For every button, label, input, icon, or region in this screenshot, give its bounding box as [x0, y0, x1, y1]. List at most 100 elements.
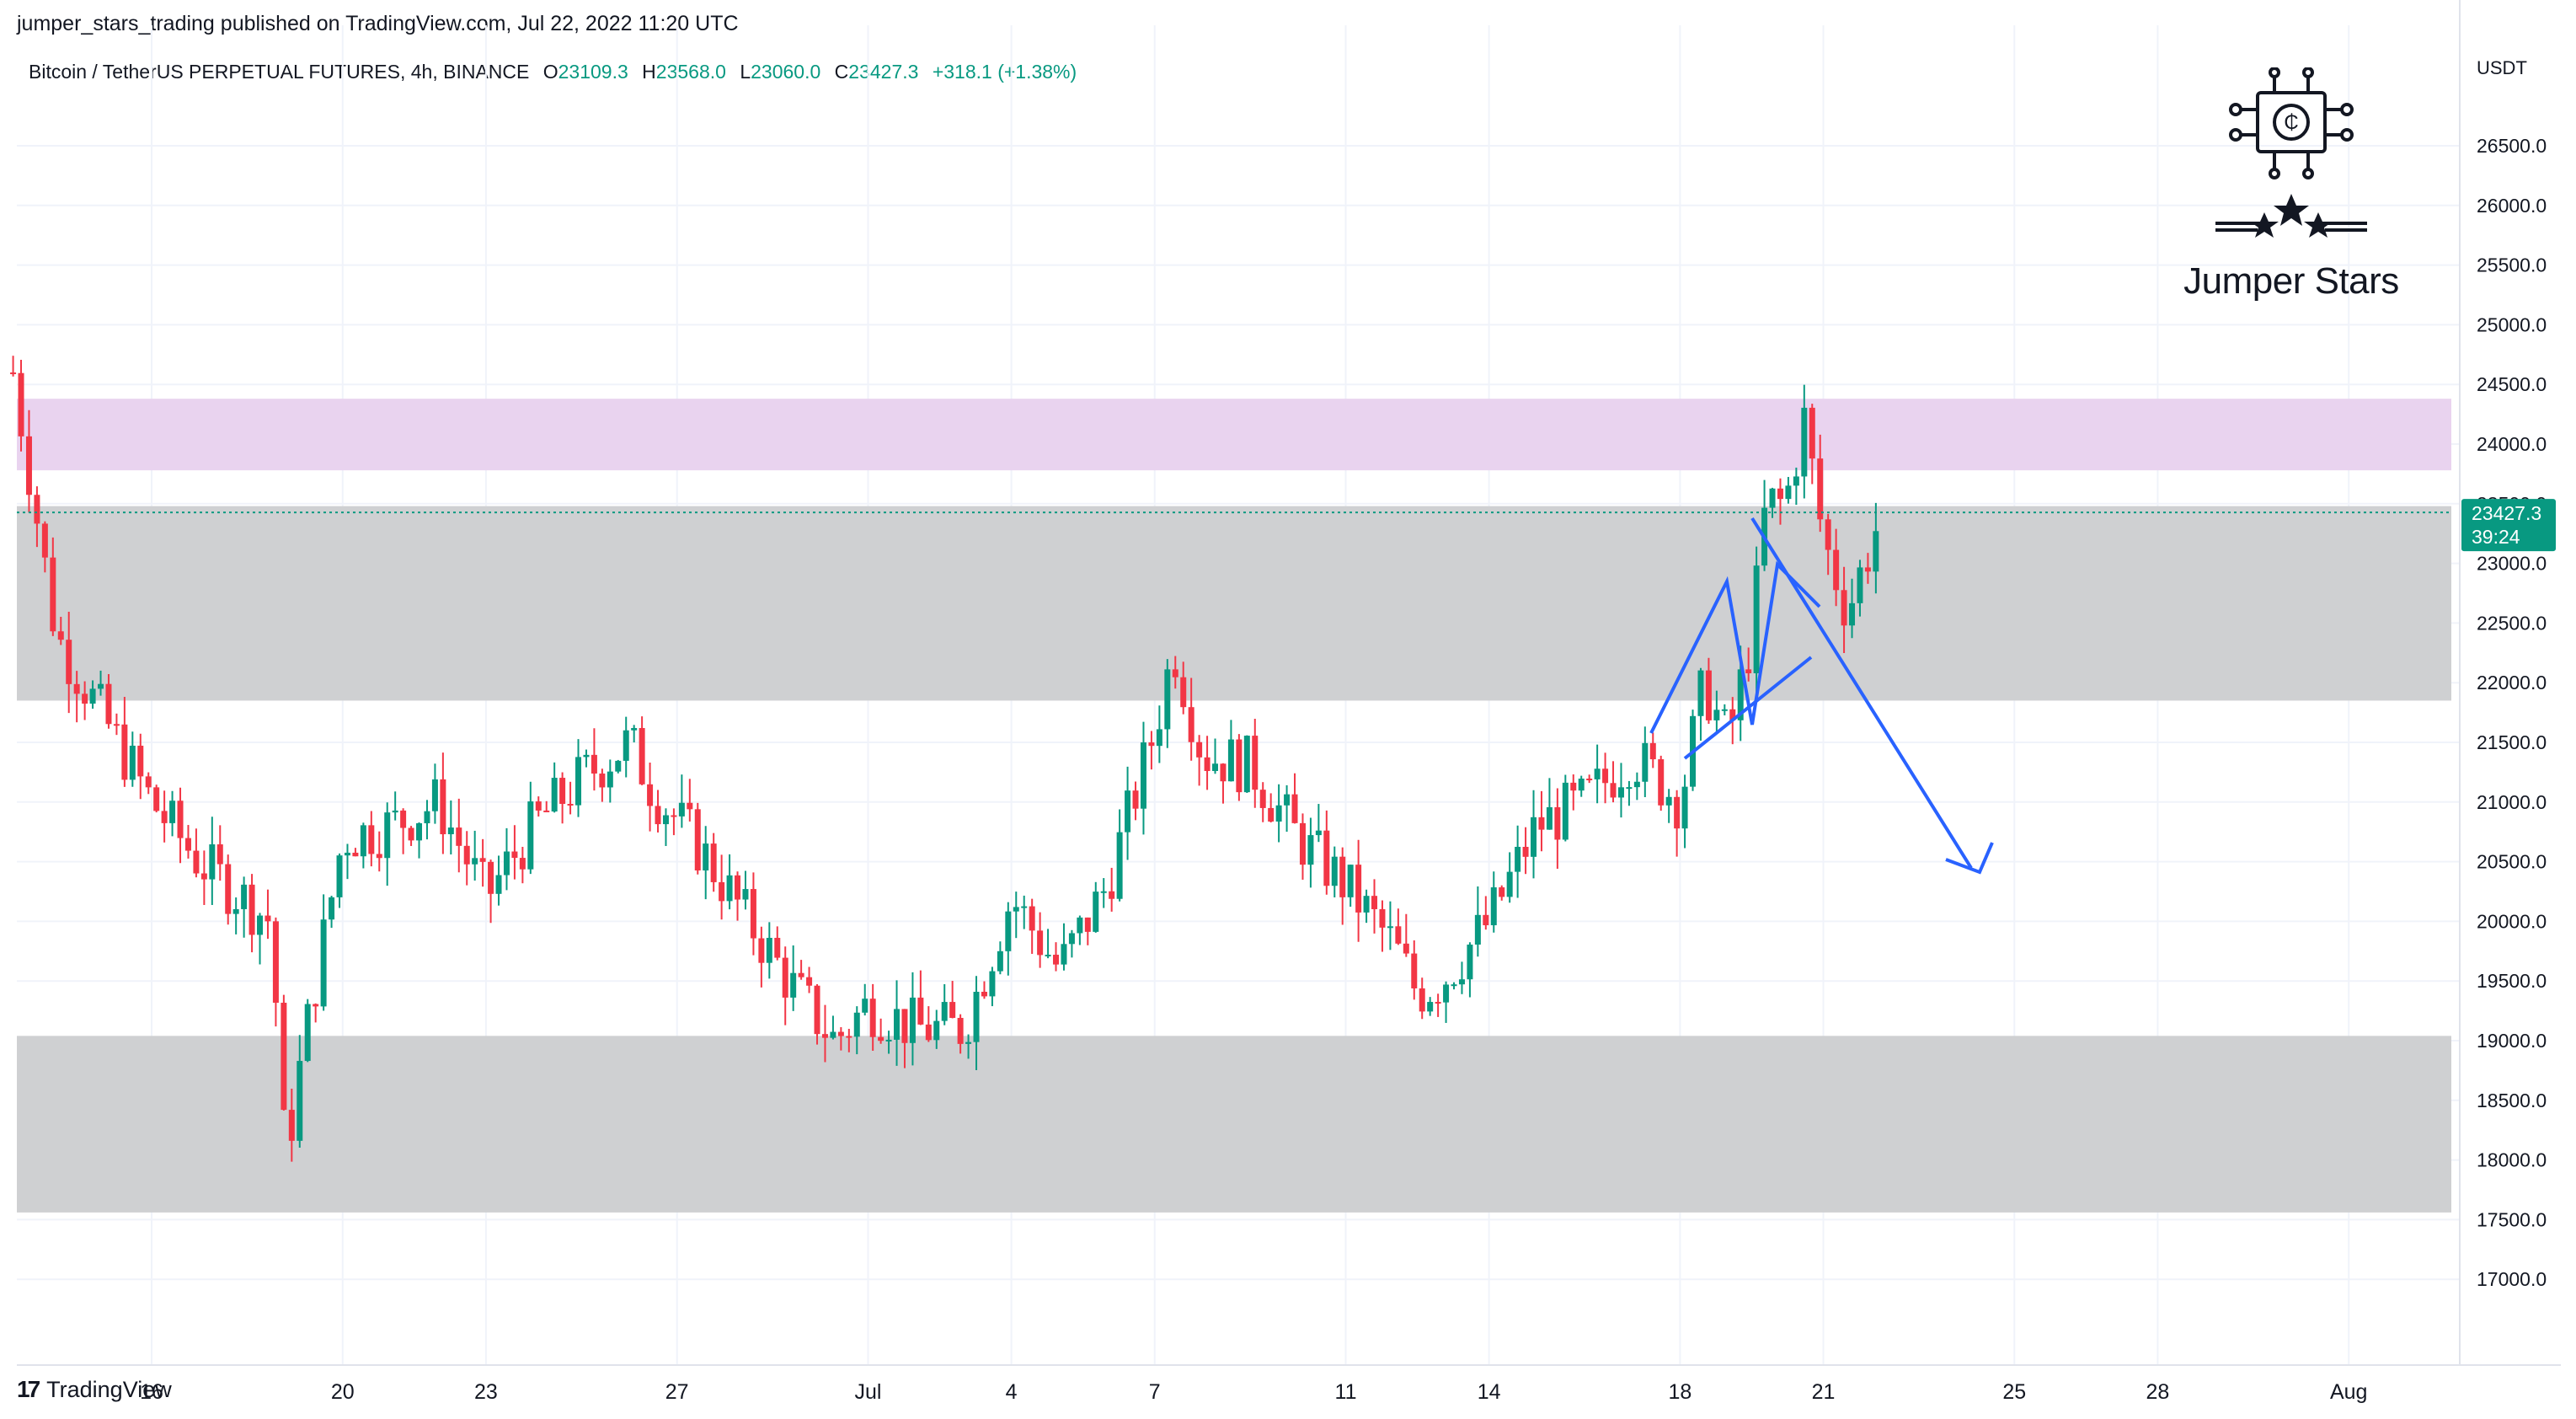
candle [1411, 940, 1418, 1000]
candle [703, 826, 709, 900]
symbol-name[interactable]: Bitcoin / TetherUS PERPETUAL FUTURES, 4h… [29, 61, 530, 83]
candle [288, 1089, 295, 1162]
candle [1506, 852, 1513, 903]
candle [1833, 528, 1840, 607]
candle [1227, 720, 1234, 782]
candle [1021, 895, 1028, 929]
candle [1849, 578, 1856, 639]
candle [1084, 917, 1091, 945]
candle [941, 983, 948, 1025]
x-tick-label: Aug [2330, 1380, 2367, 1404]
candle [1531, 790, 1537, 879]
candle [1483, 896, 1489, 930]
candle [177, 787, 184, 864]
time-axis[interactable]: 16 20 23 27 Jul 4 7 11 14 18 21 25 28 Aug [17, 1364, 2561, 1404]
candle [1132, 781, 1139, 821]
y-tick-label: 24500.0 [2477, 373, 2547, 395]
y-tick-label: 18500.0 [2477, 1090, 2547, 1111]
candle [1777, 478, 1783, 525]
candles [10, 356, 1879, 1162]
candle [1515, 825, 1521, 898]
candle [368, 811, 375, 867]
x-tick-label: 4 [1006, 1380, 1018, 1404]
candle [1259, 782, 1266, 822]
candle [1873, 502, 1879, 594]
candle [1379, 900, 1386, 952]
gray-zone[interactable] [17, 506, 2451, 701]
candle [662, 808, 669, 846]
close-value: 23427.3 [848, 61, 919, 83]
price-axis[interactable]: USDT 26500.0 26000.0 25500.0 25000.0 24500.0… [2459, 0, 2547, 1365]
candle [1387, 901, 1393, 950]
candle [798, 960, 804, 980]
candle [591, 728, 597, 791]
candle [1371, 879, 1378, 934]
candle [1649, 732, 1656, 768]
candle [1610, 761, 1617, 803]
symbol-legend: Bitcoin / TetherUS PERPETUAL FUTURES, 4h… [29, 61, 1077, 83]
candle [1769, 487, 1776, 518]
candle [631, 725, 638, 743]
candle [105, 673, 112, 729]
candle [1339, 847, 1346, 925]
candle [416, 822, 423, 859]
candle [209, 817, 216, 906]
candle [1268, 793, 1275, 823]
candle [98, 670, 104, 696]
candle [57, 616, 64, 645]
candle [1467, 942, 1473, 998]
candle [1291, 773, 1298, 824]
candle [1093, 881, 1099, 933]
open-label: O [542, 61, 558, 83]
candle [25, 410, 32, 513]
candle [1156, 705, 1162, 763]
candle [1594, 744, 1601, 804]
y-tick-label: 26500.0 [2477, 135, 2547, 157]
y-tick-label: 23000.0 [2477, 553, 2547, 575]
candle [1323, 810, 1330, 895]
candle [1665, 789, 1672, 823]
candle [456, 798, 462, 873]
candle [281, 994, 287, 1111]
candle [1633, 772, 1640, 801]
y-tick-label: 20500.0 [2477, 851, 2547, 873]
candle [535, 796, 542, 817]
candle [1427, 997, 1434, 1016]
gray-zone[interactable] [17, 1036, 2451, 1213]
candle [1363, 889, 1370, 924]
candle [50, 537, 56, 636]
watermark-text: Jumper Stars [2183, 260, 2399, 302]
pink-zone[interactable] [17, 399, 2451, 471]
candle [1522, 827, 1529, 875]
y-tick-label: 22000.0 [2477, 672, 2547, 693]
candle [989, 967, 996, 1007]
candle [1077, 915, 1083, 945]
candle [917, 970, 924, 1025]
candle [1857, 560, 1863, 617]
y-tick-label: 25000.0 [2477, 313, 2547, 335]
candle [495, 855, 502, 906]
candle [89, 680, 96, 710]
projection-arrow-line[interactable] [1750, 517, 1973, 870]
candle [1697, 667, 1704, 742]
candle [647, 763, 654, 832]
candle [1681, 774, 1688, 849]
candle [121, 697, 128, 787]
tradingview-footer[interactable]: 17 TradingView [17, 1376, 172, 1403]
candle [909, 972, 916, 1066]
pattern-trendline[interactable] [1683, 656, 1813, 760]
y-tick-label: 21500.0 [2477, 731, 2547, 753]
candle [1458, 961, 1465, 994]
candle [225, 854, 232, 925]
candle [1220, 763, 1227, 804]
candle [352, 848, 359, 857]
candle [1490, 871, 1497, 933]
candle [1053, 942, 1060, 972]
candle [488, 859, 494, 924]
candle [1864, 553, 1871, 584]
candle [639, 716, 645, 785]
candle [878, 1018, 884, 1044]
candle [73, 671, 80, 723]
x-tick-label: 27 [665, 1380, 689, 1404]
